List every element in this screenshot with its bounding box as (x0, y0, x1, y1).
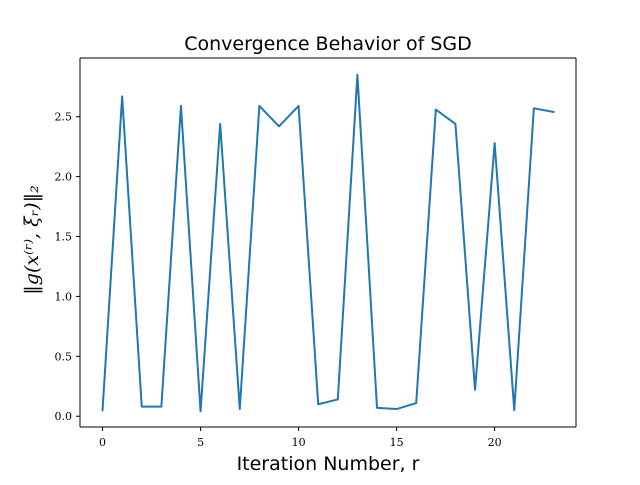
y-axis-label: ‖g(x⁽ʳ⁾, ξᵣ)‖₂ (21, 185, 43, 294)
x-tick-label: 0 (99, 436, 106, 449)
x-tick-label: 20 (488, 436, 502, 449)
y-tick-label: 2.5 (55, 111, 73, 124)
y-tick-label: 1.0 (55, 290, 73, 303)
y-tick-label: 0.5 (55, 350, 73, 363)
x-tick-label: 15 (390, 436, 404, 449)
chart-title: Convergence Behavior of SGD (184, 33, 472, 55)
y-tick-label: 2.0 (55, 171, 73, 184)
x-tick-label: 10 (292, 436, 306, 449)
y-tick-label: 1.5 (55, 231, 73, 244)
x-axis-label: Iteration Number, r (237, 453, 420, 475)
plot-area: 0 5 10 15 20 0.0 0.5 1.0 1.5 2.0 2.5 (55, 57, 577, 449)
y-tick-label: 0.0 (55, 410, 73, 423)
x-tick-label: 5 (197, 436, 204, 449)
series-line-0 (101, 73, 555, 413)
